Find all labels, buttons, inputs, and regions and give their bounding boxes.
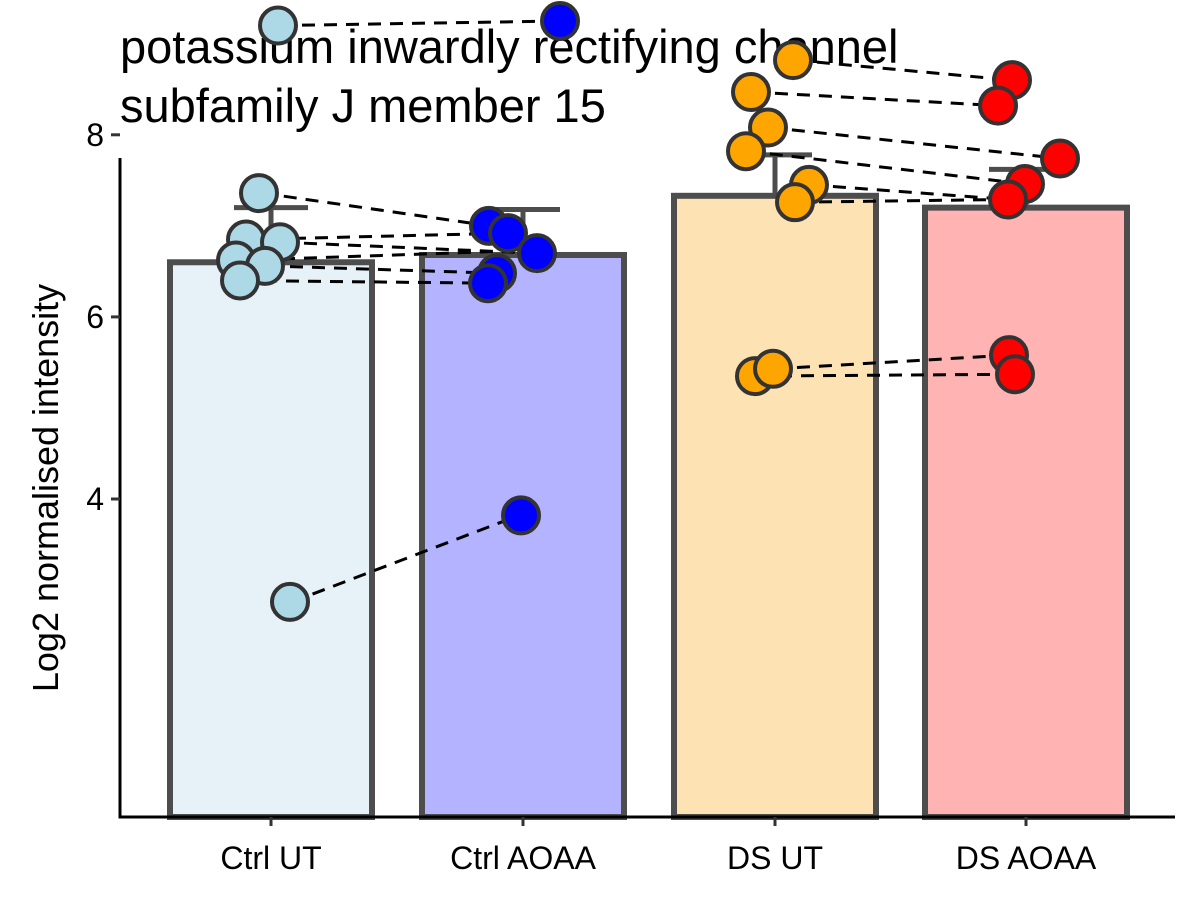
point-ds-aoaa bbox=[995, 354, 1035, 395]
point-ds-ut bbox=[753, 348, 793, 389]
pair-line bbox=[279, 19, 561, 28]
point-ctrl-aoaa bbox=[468, 263, 508, 304]
point-ds-aoaa bbox=[978, 85, 1018, 126]
y-tick-label: 4 bbox=[86, 481, 104, 517]
bar-ds-ut bbox=[671, 192, 879, 820]
pair-line bbox=[752, 90, 999, 108]
point-ctrl-aoaa bbox=[540, 0, 580, 41]
point-ds-ut bbox=[731, 72, 771, 113]
pair-line bbox=[794, 58, 1013, 82]
point-ds-aoaa bbox=[988, 179, 1028, 220]
pair-line bbox=[774, 353, 1010, 371]
point-ds-ut bbox=[775, 182, 815, 223]
x-tick-label: DS UT bbox=[727, 840, 823, 876]
point-ds-ut bbox=[726, 131, 766, 172]
bar-ctrl-aoaa bbox=[419, 251, 627, 820]
y-axis-title: Log2 normalised intensity bbox=[25, 284, 66, 692]
bar-ctrl-ut bbox=[167, 259, 375, 820]
pair-line bbox=[291, 513, 520, 604]
pair-line bbox=[261, 191, 491, 228]
x-tick-label: Ctrl AOAA bbox=[450, 840, 596, 876]
chart-title-line-2: subfamily J member 15 bbox=[120, 79, 606, 132]
y-tick-label: 8 bbox=[86, 117, 104, 153]
y-tick-label: 6 bbox=[86, 299, 104, 335]
point-ctrl-ut bbox=[220, 260, 260, 301]
x-tick-label: DS AOAA bbox=[956, 840, 1097, 876]
x-tick-label: Ctrl UT bbox=[220, 840, 321, 876]
plot-area: 4 6 8 Ctrl UT Ctrl AOAA DS UT DS AOAA bbox=[86, 0, 1175, 876]
pair-line bbox=[810, 183, 1009, 201]
point-ctrl-ut bbox=[258, 5, 298, 46]
bar-ds-aoaa bbox=[922, 204, 1130, 820]
pair-line bbox=[747, 149, 1026, 186]
pair-line bbox=[267, 264, 498, 275]
chart-title-line-1: potassium inwardly rectifying channel bbox=[120, 20, 898, 73]
pair-line bbox=[241, 278, 491, 285]
point-ctrl-aoaa bbox=[488, 213, 528, 254]
point-ctrl-ut bbox=[239, 173, 279, 214]
point-ctrl-aoaa bbox=[501, 495, 541, 536]
point-ctrl-aoaa bbox=[517, 233, 557, 274]
point-ds-ut bbox=[773, 40, 813, 81]
point-ctrl-ut bbox=[270, 581, 310, 622]
point-ds-aoaa bbox=[1040, 138, 1080, 179]
pair-line bbox=[769, 126, 1061, 160]
pair-line bbox=[796, 197, 1010, 204]
